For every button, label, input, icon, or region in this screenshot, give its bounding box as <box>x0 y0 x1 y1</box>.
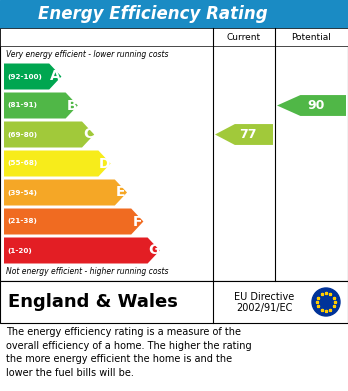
Text: Not energy efficient - higher running costs: Not energy efficient - higher running co… <box>6 267 168 276</box>
Text: Current: Current <box>227 32 261 41</box>
Text: EU Directive: EU Directive <box>234 292 294 302</box>
Bar <box>0 0 348 28</box>
Bar <box>0 28 348 281</box>
Text: Energy Efficiency Rating: Energy Efficiency Rating <box>38 5 268 23</box>
Text: A: A <box>50 70 61 84</box>
Polygon shape <box>4 122 94 147</box>
Text: 77: 77 <box>239 128 257 141</box>
Text: Very energy efficient - lower running costs: Very energy efficient - lower running co… <box>6 50 168 59</box>
Bar <box>0 281 348 323</box>
Polygon shape <box>4 63 61 90</box>
Bar <box>0 28 348 46</box>
Polygon shape <box>277 95 346 116</box>
Circle shape <box>312 288 340 316</box>
Text: G: G <box>148 244 159 258</box>
Text: 2002/91/EC: 2002/91/EC <box>236 303 292 313</box>
Text: The energy efficiency rating is a measure of the
overall efficiency of a home. T: The energy efficiency rating is a measur… <box>6 327 252 378</box>
Text: England & Wales: England & Wales <box>8 293 178 311</box>
Text: (81-91): (81-91) <box>7 102 37 108</box>
Polygon shape <box>215 124 273 145</box>
Polygon shape <box>4 237 160 264</box>
Text: E: E <box>116 185 126 199</box>
Text: (55-68): (55-68) <box>7 160 37 167</box>
Text: (69-80): (69-80) <box>7 131 37 138</box>
Polygon shape <box>4 93 78 118</box>
Polygon shape <box>4 208 143 235</box>
Text: (39-54): (39-54) <box>7 190 37 196</box>
Text: C: C <box>83 127 93 142</box>
Text: (92-100): (92-100) <box>7 74 42 79</box>
Text: B: B <box>66 99 77 113</box>
Polygon shape <box>4 179 127 206</box>
Text: 90: 90 <box>308 99 325 112</box>
Text: Potential: Potential <box>292 32 331 41</box>
Text: D: D <box>99 156 110 170</box>
Text: (1-20): (1-20) <box>7 248 32 253</box>
Text: F: F <box>133 215 142 228</box>
Text: (21-38): (21-38) <box>7 219 37 224</box>
Polygon shape <box>4 151 111 176</box>
